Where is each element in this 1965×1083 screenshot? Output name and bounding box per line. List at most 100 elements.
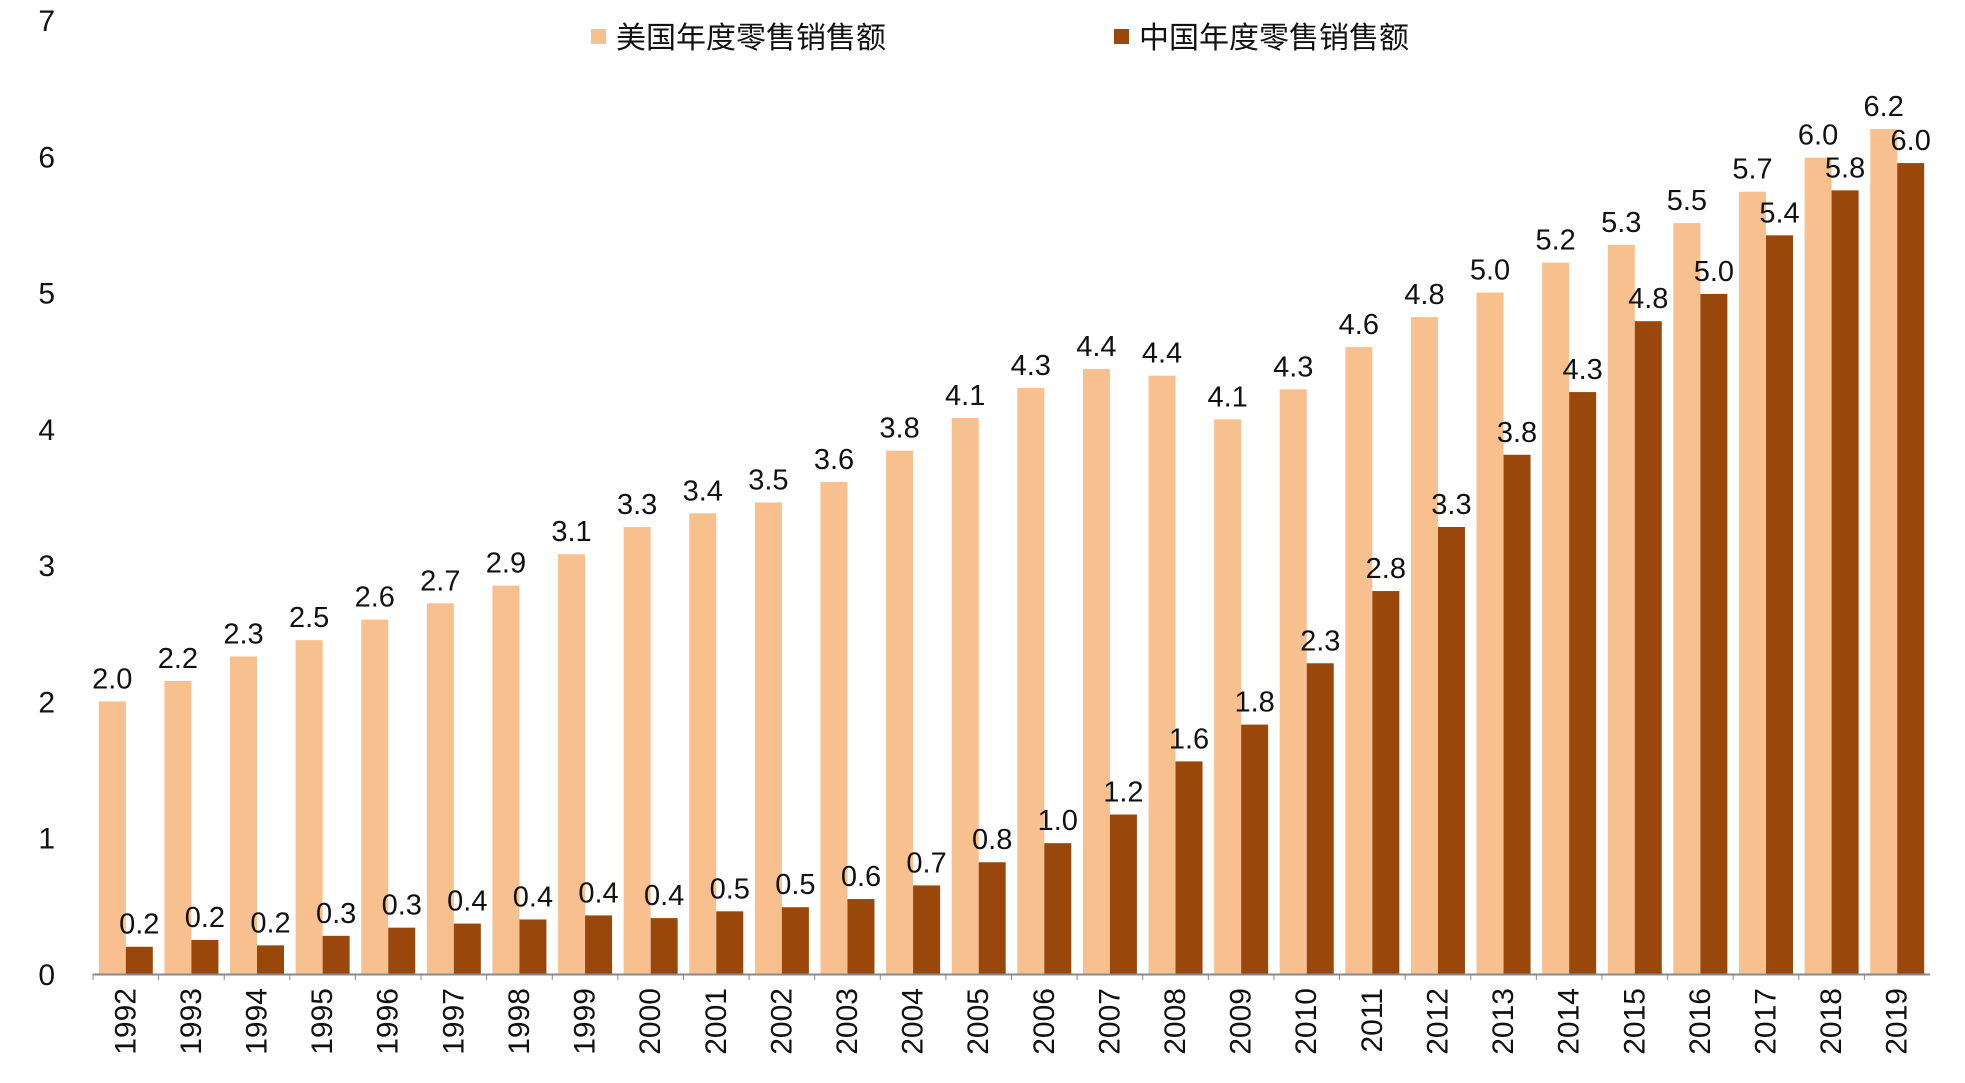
data-label-usa: 6.0	[1798, 120, 1838, 152]
data-label-china: 3.3	[1431, 489, 1471, 521]
bar-usa	[1476, 292, 1504, 975]
bar-usa	[295, 640, 323, 974]
data-label-usa: 4.1	[1207, 381, 1247, 413]
bar-usa	[1345, 347, 1373, 975]
bar-china	[1241, 724, 1269, 974]
data-label-china: 6.0	[1891, 125, 1931, 157]
bar-china	[1897, 163, 1925, 975]
x-tick-label: 2003	[831, 988, 864, 1055]
x-tick-label: 2013	[1487, 988, 1520, 1055]
bar-usa	[426, 603, 454, 974]
y-tick-label: 3	[38, 550, 55, 583]
bar-china	[1634, 321, 1662, 975]
bar-usa	[1148, 375, 1176, 975]
bar-usa	[1804, 157, 1832, 975]
data-label-usa: 4.6	[1339, 309, 1379, 341]
data-label-usa: 4.1	[945, 380, 985, 412]
bar-usa	[164, 680, 192, 974]
x-tick-label: 2001	[700, 988, 733, 1055]
bar-china	[322, 935, 350, 974]
data-label-china: 1.8	[1234, 687, 1274, 719]
x-tick-label: 2011	[1356, 988, 1389, 1053]
x-tick-label: 2000	[634, 988, 667, 1055]
data-label-usa: 4.8	[1404, 279, 1444, 311]
data-label-usa: 5.3	[1601, 207, 1641, 239]
data-label-china: 0.2	[185, 902, 225, 934]
data-label-china: 5.4	[1759, 197, 1799, 229]
data-label-china: 5.0	[1694, 256, 1734, 288]
bar-usa	[1410, 317, 1438, 974]
bar-china	[1765, 235, 1793, 974]
data-label-usa: 4.4	[1076, 331, 1116, 363]
x-tick-label: 2015	[1618, 988, 1651, 1055]
x-tick-label: 1992	[109, 988, 142, 1055]
bar-china	[191, 939, 219, 974]
bar-china	[781, 907, 809, 974]
bar-usa	[1542, 262, 1570, 974]
data-label-china: 0.4	[447, 886, 487, 918]
data-label-china: 0.4	[644, 880, 684, 912]
bar-usa	[820, 482, 848, 974]
y-tick-label: 4	[38, 414, 55, 447]
x-tick-label: 2008	[1159, 988, 1192, 1055]
data-label-china: 0.8	[972, 824, 1012, 856]
data-label-usa: 4.4	[1142, 338, 1182, 370]
x-tick-label: 1994	[241, 988, 274, 1055]
bar-usa	[98, 701, 126, 974]
y-tick-label: 7	[38, 5, 55, 38]
x-axis: 1992 1993 1994 1995 1996 1997 1998 1999 2000 2001…	[92, 974, 1914, 1055]
data-label-usa: 3.1	[551, 516, 591, 548]
bar-china	[257, 945, 285, 974]
data-label-usa: 5.0	[1470, 255, 1510, 287]
y-tick-label: 2	[38, 686, 55, 719]
bar-china	[388, 927, 416, 974]
data-label-china: 0.2	[119, 909, 159, 941]
data-label-china: 0.5	[775, 869, 815, 901]
data-labels: 2.0 0.2 2.2 0.2 2.3 0.2 2.5 0.3 2.6 0.3 2.7 0.4 2.9 0…	[92, 91, 1931, 941]
x-tick-label: 1998	[503, 988, 536, 1055]
bar-china	[1044, 843, 1072, 974]
data-label-usa: 3.5	[748, 464, 788, 496]
data-label-usa: 3.4	[683, 475, 723, 507]
bar-usa	[886, 450, 914, 975]
bar-usa	[361, 619, 389, 974]
data-label-china: 1.2	[1103, 777, 1143, 809]
x-tick-label: 2010	[1290, 988, 1323, 1055]
data-label-china: 0.4	[578, 877, 618, 909]
data-label-usa: 2.3	[223, 618, 263, 650]
bar-china	[1569, 392, 1597, 974]
x-tick-label: 1996	[372, 988, 405, 1055]
bar-usa	[1082, 368, 1110, 974]
bar-usa	[1017, 387, 1045, 974]
bar-china	[1437, 526, 1465, 974]
legend: 美国年度零售销售额 中国年度零售销售额	[591, 21, 1409, 56]
bar-china	[1831, 190, 1859, 974]
data-label-usa: 2.7	[420, 565, 460, 597]
legend-label-usa: 美国年度零售销售额	[616, 21, 886, 56]
data-label-usa: 2.6	[355, 582, 395, 614]
bar-usa	[1738, 191, 1766, 975]
bar-usa	[689, 513, 717, 974]
data-label-usa: 2.0	[92, 663, 132, 695]
bar-china	[1503, 454, 1531, 974]
x-tick-label: 2005	[962, 988, 995, 1055]
bar-china	[913, 885, 941, 974]
x-tick-label: 2018	[1815, 988, 1848, 1055]
bar-china	[453, 923, 481, 974]
bar-series	[98, 129, 1925, 975]
bar-usa	[230, 656, 258, 974]
bar-usa	[623, 526, 651, 974]
bar-china	[1109, 814, 1137, 974]
data-label-china: 0.3	[316, 898, 356, 930]
x-tick-label: 2014	[1553, 988, 1586, 1055]
data-label-usa: 3.6	[814, 444, 854, 476]
bar-usa	[1607, 244, 1635, 974]
bar-usa	[492, 585, 520, 974]
data-label-china: 2.3	[1300, 625, 1340, 657]
data-label-china: 0.6	[841, 861, 881, 893]
data-label-usa: 3.8	[879, 413, 919, 445]
data-label-china: 2.8	[1366, 553, 1406, 585]
data-label-china: 1.0	[1038, 805, 1078, 837]
y-axis: 0 1 2 3 4 5 6 7	[38, 5, 55, 992]
